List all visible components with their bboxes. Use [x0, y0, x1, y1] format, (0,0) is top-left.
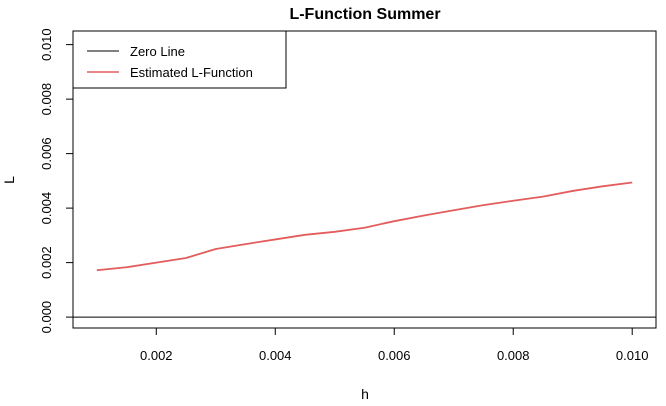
y-tick-label: 0.006 — [39, 137, 54, 170]
estimated-l-function-line — [96, 181, 633, 272]
x-tick-label: 0.002 — [140, 348, 173, 363]
x-tick-label: 0.008 — [497, 348, 530, 363]
y-tick-label: 0.004 — [39, 192, 54, 225]
x-tick-label: 0.010 — [616, 348, 649, 363]
y-tick-label: 0.000 — [39, 301, 54, 334]
y-tick-label: 0.008 — [39, 83, 54, 116]
chart-title: L-Function Summer — [289, 6, 440, 23]
x-tick-label: 0.006 — [378, 348, 411, 363]
y-axis-label: L — [1, 176, 17, 184]
x-axis-label: h — [361, 386, 369, 402]
y-tick-label: 0.002 — [39, 246, 54, 279]
legend-box — [72, 30, 287, 89]
x-tick-label: 0.004 — [259, 348, 292, 363]
y-tick-label: 0.010 — [39, 28, 54, 61]
legend-label-zero-line: Zero Line — [130, 44, 185, 59]
legend-label-estimated-l-function: Estimated L-Function — [130, 65, 253, 80]
legend: Zero Line Estimated L-Function — [72, 30, 287, 89]
plot-frame — [72, 30, 657, 329]
